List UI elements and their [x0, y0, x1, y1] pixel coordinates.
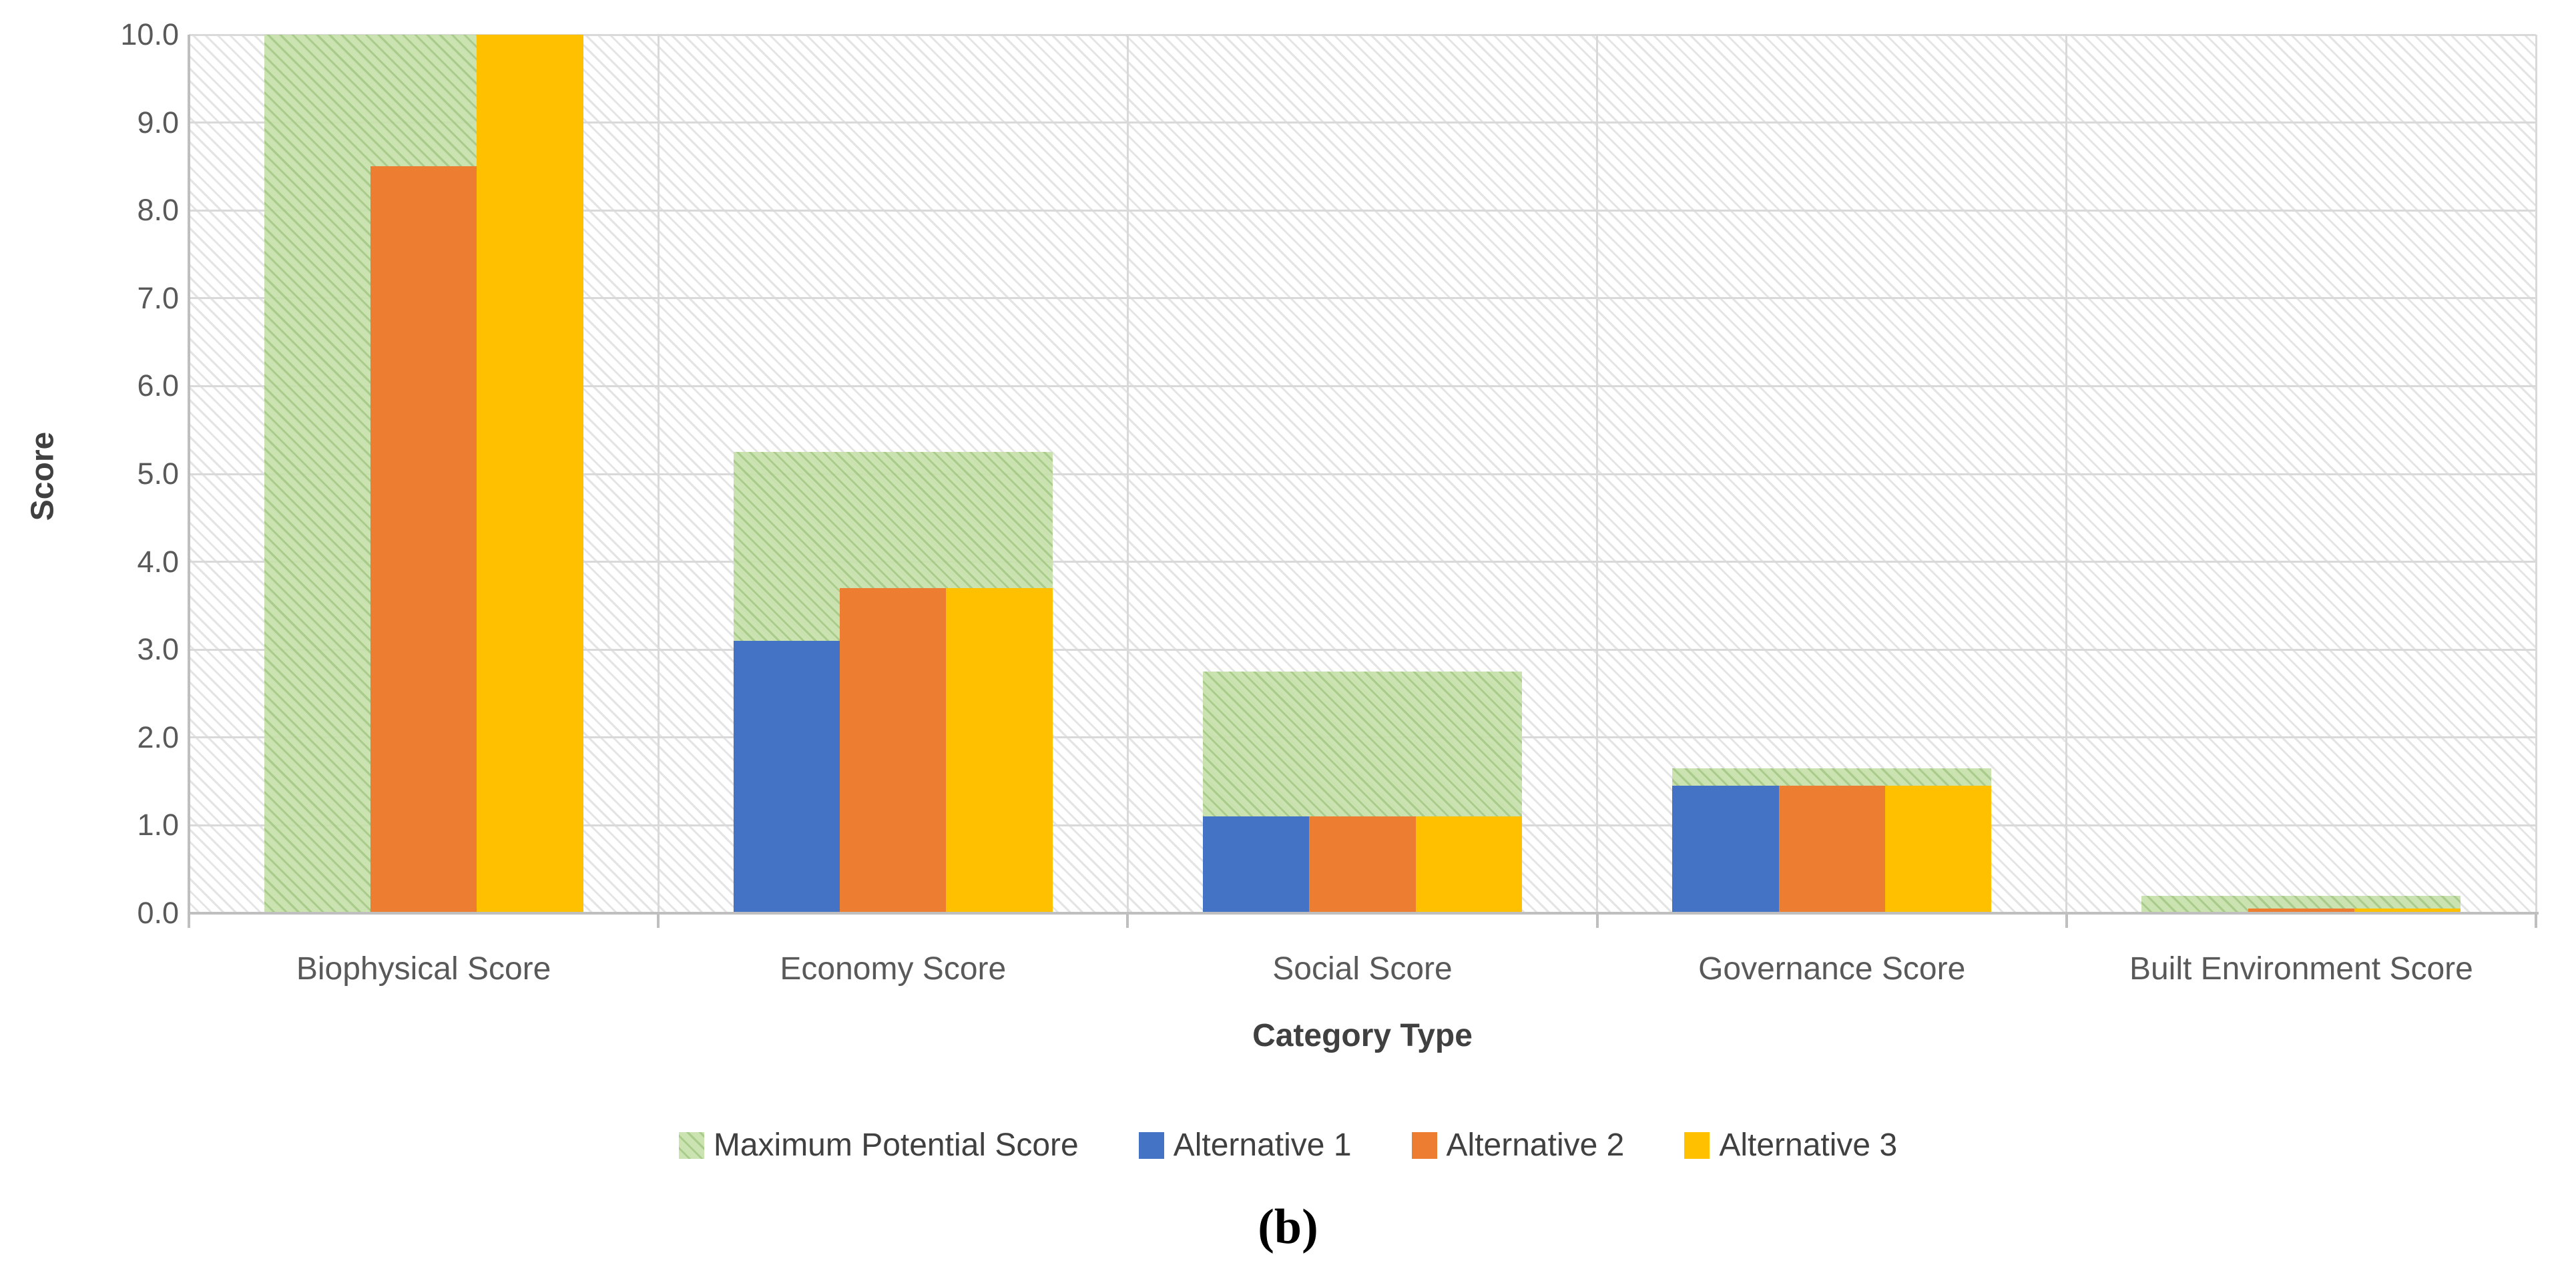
legend-swatch-maximum-potential-score [678, 1132, 704, 1159]
legend-item-maximum-potential-score: Maximum Potential Score [678, 1127, 1079, 1163]
h-gridline [189, 209, 2536, 212]
y-axis-title: Score [25, 431, 61, 521]
legend-label-alternative-3: Alternative 3 [1719, 1127, 1898, 1163]
legend-label-alternative-2: Alternative 2 [1446, 1127, 1625, 1163]
y-tick-label: 1.0 [137, 808, 179, 842]
y-tick-label: 6.0 [137, 368, 179, 403]
bar-alternative-1-governance-score [1672, 786, 1779, 913]
y-tick-label: 8.0 [137, 193, 179, 228]
x-axis-tick [1595, 913, 1599, 928]
bar-alternative-3-economy-score [946, 588, 1053, 913]
bar-alternative-2-economy-score [840, 588, 947, 913]
bar-alternative-2-built-environment-score [2248, 909, 2355, 913]
h-gridline [189, 648, 2536, 651]
legend-swatch-alternative-3 [1684, 1132, 1710, 1159]
h-gridline [189, 561, 2536, 563]
bar-alternative-3-social-score [1415, 816, 1522, 913]
h-gridline [189, 473, 2536, 475]
legend-label-maximum-potential-score: Maximum Potential Score [713, 1127, 1079, 1163]
x-axis-tick [2535, 913, 2537, 928]
x-axis-tick [657, 913, 660, 928]
bar-alternative-2-governance-score [1778, 786, 1885, 913]
h-gridline [189, 121, 2536, 124]
x-axis-line [189, 912, 2539, 915]
bar-alternative-3-built-environment-score [2354, 909, 2461, 913]
bar-alternative-3-biophysical-score [477, 35, 583, 913]
legend-swatch-alternative-2 [1411, 1132, 1437, 1159]
legend: Maximum Potential Score Alternative 1 Alte… [0, 1128, 2576, 1163]
x-axis-tick [1126, 913, 1129, 928]
category-label: Governance Score [1698, 951, 1966, 987]
category-label: Built Environment Score [2129, 951, 2473, 987]
y-tick-label: 2.0 [137, 720, 179, 754]
y-tick-label: 5.0 [137, 457, 179, 491]
bar-alternative-1-social-score [1203, 816, 1310, 913]
bar-alternative-3-governance-score [1884, 786, 1992, 913]
v-gridline [657, 35, 660, 913]
category-label: Social Score [1272, 951, 1453, 987]
legend-item-alternative-1: Alternative 1 [1138, 1127, 1352, 1163]
v-gridline [1126, 35, 1129, 913]
y-tick-label: 10.0 [120, 17, 179, 51]
y-tick-label: 3.0 [137, 632, 179, 667]
h-gridline [189, 33, 2536, 36]
legend-item-alternative-3: Alternative 3 [1684, 1128, 1897, 1163]
legend-label-alternative-1: Alternative 1 [1173, 1127, 1352, 1163]
x-axis-title: Category Type [1252, 1018, 1473, 1053]
y-tick-label: 7.0 [137, 280, 179, 315]
y-tick-label: 4.0 [137, 544, 179, 579]
category-label: Biophysical Score [296, 951, 551, 987]
v-gridline [1596, 35, 1599, 913]
bar-alternative-2-social-score [1309, 816, 1416, 913]
y-tick-label: 0.0 [137, 896, 179, 930]
x-axis-tick [2065, 913, 2068, 928]
legend-swatch-alternative-1 [1138, 1132, 1164, 1159]
h-gridline [189, 385, 2536, 387]
v-gridline [2535, 35, 2537, 913]
y-tick-label: 9.0 [137, 105, 179, 140]
legend-item-alternative-2: Alternative 2 [1411, 1127, 1625, 1163]
v-gridline [2065, 35, 2068, 913]
category-label: Economy Score [780, 951, 1007, 987]
h-gridline [189, 297, 2536, 300]
bar-alternative-2-biophysical-score [370, 166, 477, 913]
x-axis-tick [188, 913, 190, 928]
figure-caption: (b) [1258, 1200, 1318, 1254]
y-axis-line [188, 35, 190, 913]
bar-alternative-1-economy-score [733, 641, 840, 913]
